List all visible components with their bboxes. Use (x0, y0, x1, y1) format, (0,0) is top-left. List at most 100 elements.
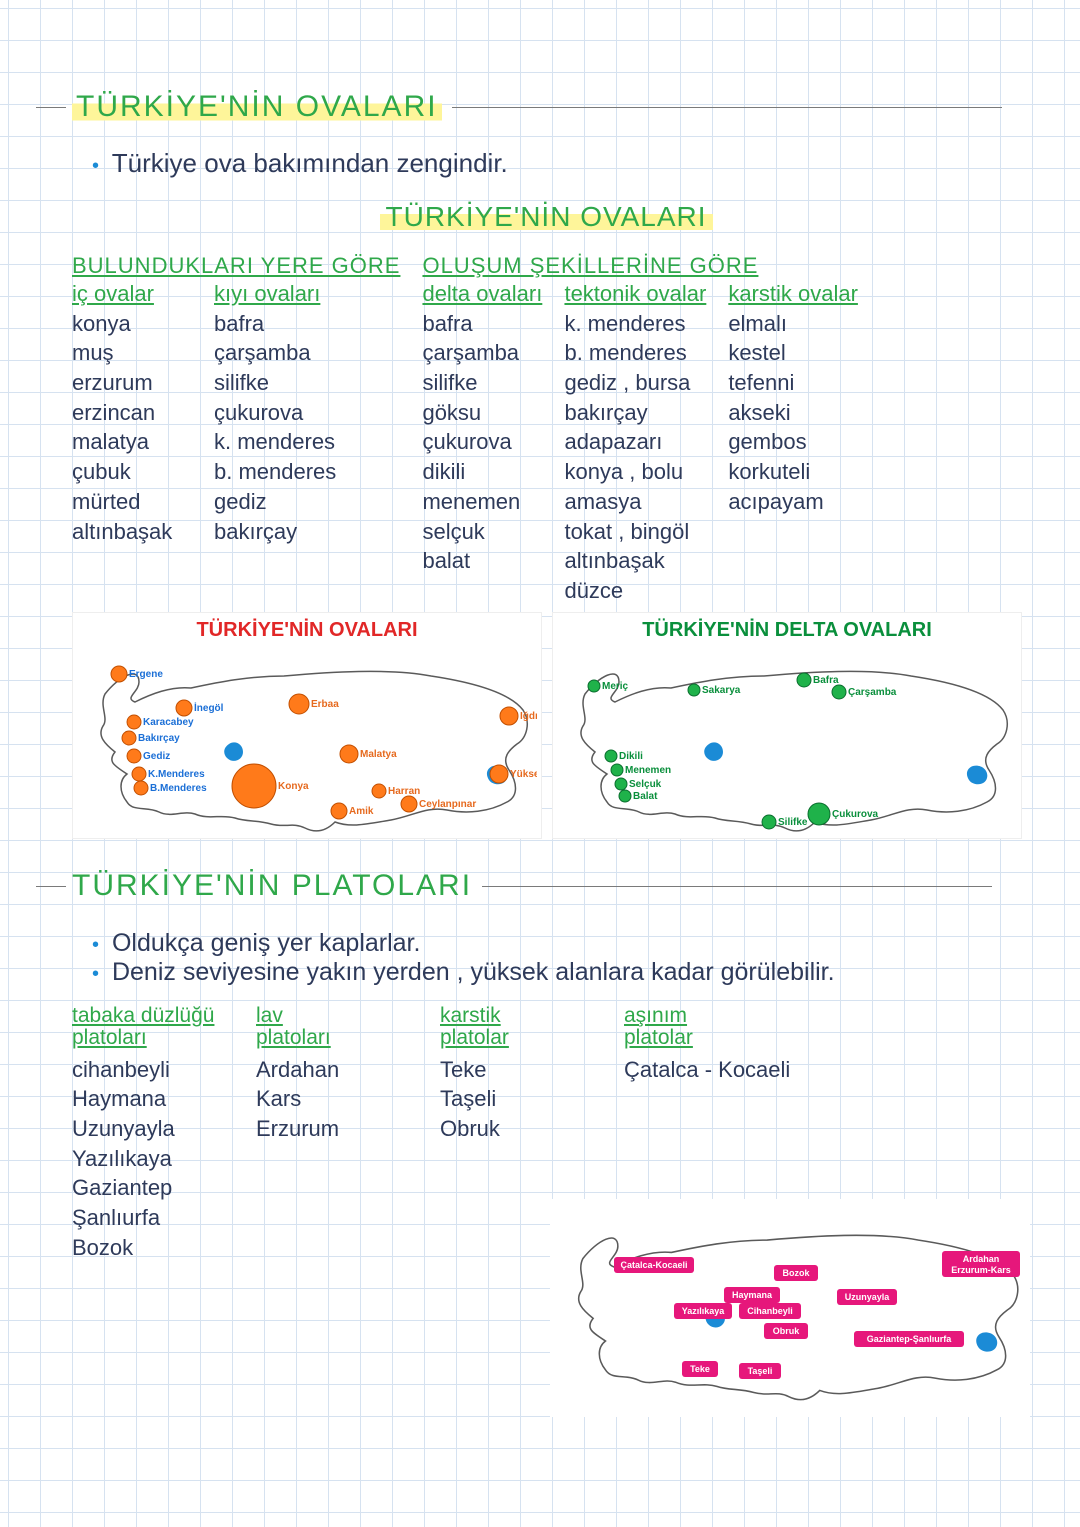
svg-text:Dikili: Dikili (619, 751, 643, 762)
hdr-l1: aşınım (624, 1005, 790, 1027)
hdr-l2: platoları (256, 1027, 406, 1049)
list-item: akseki (728, 398, 858, 428)
map3-card: Çatalca-KocaeliBozokHaymanaUzunyaylaYazı… (550, 1199, 1030, 1417)
col-lav: lav platoları Ardahan Kars Erzurum (256, 1005, 406, 1263)
list-item: k. menderes (214, 427, 336, 457)
svg-text:Çarşamba: Çarşamba (848, 687, 897, 698)
svg-text:Iğdır: Iğdır (520, 711, 537, 722)
section1-note-text: Türkiye ova bakımından zengindir. (112, 148, 508, 178)
list-item: erzurum (72, 368, 192, 398)
list-item: çukurova (422, 427, 542, 457)
list-item: silifke (422, 368, 542, 398)
list-item: Obruk (440, 1114, 590, 1144)
svg-text:Uzunyayla: Uzunyayla (845, 1292, 891, 1302)
section2-title-text: TÜRKİYE'NİN PLATOLARI (72, 869, 472, 902)
list-item: acıpayam (728, 487, 858, 517)
tektonik-header: tektonik ovalar (564, 279, 706, 309)
list-item: malatya (72, 427, 192, 457)
list-item: çarşamba (214, 338, 336, 368)
svg-text:Gaziantep-Şanlıurfa: Gaziantep-Şanlıurfa (867, 1334, 953, 1344)
svg-text:Yüksekova: Yüksekova (510, 769, 537, 780)
list-item: gediz (214, 487, 336, 517)
svg-text:Ardahan: Ardahan (963, 1254, 1000, 1264)
bullet-dot: • (92, 155, 99, 177)
svg-text:Bafra: Bafra (813, 675, 839, 686)
section2-bullets: • Oldukça geniş yer kaplarlar. • Deniz s… (92, 929, 1020, 987)
svg-text:Teke: Teke (690, 1364, 710, 1374)
rule-left (36, 886, 66, 887)
lav-header: lav platoları (256, 1005, 406, 1049)
svg-text:Menemen: Menemen (625, 765, 671, 776)
list-item: mürted (72, 487, 192, 517)
svg-text:Bozok: Bozok (783, 1268, 811, 1278)
list-item: Teke (440, 1055, 590, 1085)
col-ic-ovalari: iç ovalar konya muş erzurum erzincan mal… (72, 279, 192, 546)
list-item: çubuk (72, 457, 192, 487)
hdr-l2: platolar (440, 1027, 590, 1049)
ic-header: iç ovalar (72, 279, 192, 309)
list-item: Gaziantep (72, 1173, 222, 1203)
delta-header: delta ovaları (422, 279, 542, 309)
section1-subtitle: TÜRKİYE'NİN OVALARI (380, 201, 713, 233)
svg-text:Ceylanpınar: Ceylanpınar (419, 799, 476, 810)
list-item: silifke (214, 368, 336, 398)
hdr-l1: tabaka düzlüğü (72, 1005, 222, 1027)
list-item: b. menderes (214, 457, 336, 487)
group1-cols: iç ovalar konya muş erzurum erzincan mal… (72, 279, 400, 546)
svg-text:Obruk: Obruk (773, 1326, 800, 1336)
list-item: tokat , bingöl (564, 517, 706, 547)
svg-text:Haymana: Haymana (732, 1290, 773, 1300)
svg-text:Erzurum-Kars: Erzurum-Kars (951, 1265, 1011, 1275)
svg-text:Amik: Amik (349, 806, 374, 817)
svg-text:Malatya: Malatya (360, 749, 397, 760)
list-item: Haymana (72, 1084, 222, 1114)
bullet-text: Oldukça geniş yer kaplarlar. (112, 929, 420, 957)
bullet-dot: • (92, 934, 99, 956)
svg-text:Gediz: Gediz (143, 751, 170, 762)
svg-text:Selçuk: Selçuk (629, 779, 662, 790)
svg-text:Karacabey: Karacabey (143, 717, 194, 728)
bullet-dot: • (92, 963, 99, 985)
list-item: korkuteli (728, 457, 858, 487)
list-item: b. menderes (564, 338, 706, 368)
hdr-l1: lav (256, 1005, 406, 1027)
map1-card: TÜRKİYE'NİN OVALARI ErgeneİnegölKaracabe… (72, 612, 542, 839)
list-item: Uzunyayla (72, 1114, 222, 1144)
list-item: gembos (728, 427, 858, 457)
karstik-plato-header: karstik platolar (440, 1005, 590, 1049)
hdr-l2: platolar (624, 1027, 790, 1049)
list-item: düzce (564, 576, 706, 606)
section1-title-text: TÜRKİYE'NİN OVALARI (76, 90, 438, 123)
section2-title: TÜRKİYE'NİN PLATOLARI (72, 869, 472, 903)
list-item: Erzurum (256, 1114, 406, 1144)
kiyi-header: kıyı ovaları (214, 279, 336, 309)
col-kiyi-ovalari: kıyı ovaları bafra çarşamba silifke çuku… (214, 279, 336, 546)
map2-svg: MeriçSakaryaBafraÇarşambaDikiliMenemenSe… (559, 646, 1017, 836)
col-karstik-ovalar: karstik ovalar elmalı kestel tefenni aks… (728, 279, 858, 606)
col-tabaka: tabaka düzlüğü platoları cihanbeyli Haym… (72, 1005, 222, 1263)
asinim-header: aşınım platolar (624, 1005, 790, 1049)
list-item: kestel (728, 338, 858, 368)
group1-header: BULUNDUKLARI YERE GÖRE (72, 253, 400, 279)
section1-title: TÜRKİYE'NİN OVALARI (72, 90, 442, 124)
list-item: k. menderes (564, 309, 706, 339)
list-item: göksu (422, 398, 542, 428)
list-item: menemen (422, 487, 542, 517)
rule-right (482, 886, 992, 887)
list-item: adapazarı (564, 427, 706, 457)
list-item: Ardahan (256, 1055, 406, 1085)
svg-text:Sakarya: Sakarya (702, 685, 741, 696)
rule-right (452, 107, 1002, 108)
group2-header: OLUŞUM ŞEKİLLERİNE GÖRE (422, 253, 857, 279)
map3-svg: Çatalca-KocaeliBozokHaymanaUzunyaylaYazı… (554, 1203, 1026, 1413)
list-item: Şanlıurfa (72, 1203, 222, 1233)
page: TÜRKİYE'NİN OVALARI • Türkiye ova bakımı… (0, 0, 1080, 1527)
list-item: Yazılıkaya (72, 1144, 222, 1174)
list-item: gediz , bursa (564, 368, 706, 398)
map1-svg: ErgeneİnegölKaracabeyBakırçayGedizK.Mend… (79, 646, 537, 836)
svg-text:İnegöl: İnegöl (194, 701, 224, 714)
svg-text:Silifke: Silifke (778, 817, 808, 828)
svg-text:Konya: Konya (278, 781, 309, 792)
bullet-line: • Oldukça geniş yer kaplarlar. (92, 929, 1020, 958)
group-by-formation: OLUŞUM ŞEKİLLERİNE GÖRE delta ovaları ba… (422, 253, 857, 606)
